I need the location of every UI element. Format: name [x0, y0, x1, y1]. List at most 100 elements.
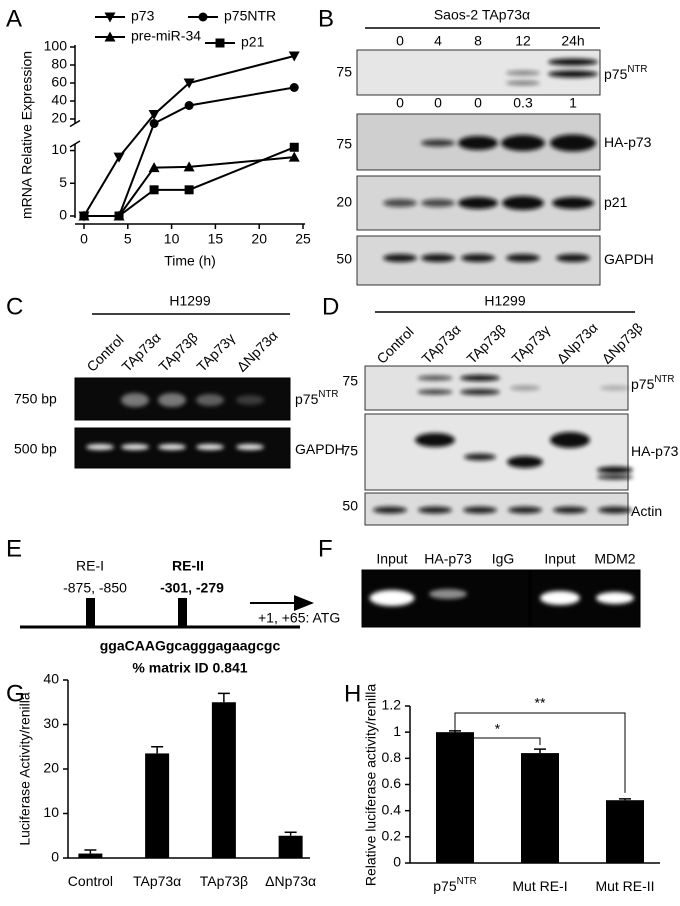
error-bar [151, 746, 164, 754]
panel-label: A [6, 5, 22, 32]
blot-d-membrane [364, 413, 629, 491]
y-tick-label: 40 [43, 671, 59, 687]
bar [211, 702, 236, 858]
response-element [86, 598, 95, 627]
lane-label: ΔNp73α [553, 319, 600, 366]
row-label-text: GAPDH [295, 441, 345, 457]
x-axis-title: Time (h) [164, 253, 216, 269]
y-tick-label: 20 [51, 110, 67, 126]
blot-title: Saos-2 TAp73α [434, 7, 530, 23]
legend-label: p21 [241, 34, 265, 50]
blot-d-band [597, 466, 633, 474]
y-tick-label: 60 [51, 74, 67, 90]
gel-c-band [236, 444, 264, 450]
lane-label: IgG [492, 551, 515, 567]
row-label-text: HA-p73 [604, 134, 652, 150]
y-tick-label: 10 [43, 804, 59, 820]
bar [436, 732, 474, 863]
x-tick-label: 20 [251, 231, 267, 247]
panel-label: D [322, 293, 339, 320]
panel-label: H [344, 680, 361, 707]
blot-d-band [463, 506, 497, 514]
blot-b-band [506, 81, 540, 85]
lane-label: Control [373, 324, 416, 367]
lane-label: TAp73β [463, 321, 508, 366]
size-marker: 75 [342, 443, 358, 459]
x-tick-label-text: TAp73α [133, 873, 181, 889]
x-tick-label-text: TAp73β [200, 873, 248, 889]
blot-b-band [383, 254, 417, 262]
row-label-sup: NTR [627, 64, 647, 75]
x-tick-label: Mut RE-II [595, 878, 654, 894]
gel-c-band [196, 444, 224, 450]
blot-b-band [502, 196, 544, 210]
gel-title: H1299 [169, 293, 210, 309]
panel-label: F [318, 535, 333, 562]
marker [79, 211, 89, 221]
gel-f-band [540, 591, 580, 605]
bar [606, 800, 644, 863]
panel-label: B [318, 5, 334, 32]
row-label: HA-p73 [604, 134, 652, 150]
blot-d-band [418, 506, 452, 514]
blot-b-band [506, 70, 540, 76]
lane-label: 24h [561, 33, 584, 49]
marker [104, 31, 116, 42]
marker [149, 119, 159, 128]
blot-b-band [421, 139, 455, 147]
lane-label: TAp73α [118, 329, 163, 374]
blot-b-band [506, 254, 540, 262]
size-marker: 20 [336, 194, 352, 210]
row-label: p75NTR [604, 64, 648, 82]
y-tick-label: 80 [51, 56, 67, 72]
response-element [178, 598, 187, 627]
marker [114, 211, 124, 221]
quantification: 0 [396, 95, 404, 111]
x-tick-label: 25 [295, 231, 311, 247]
y-tick-label: 5 [59, 174, 67, 190]
size-marker: 75 [336, 136, 352, 152]
lane-label: ΔNp73α [233, 327, 280, 374]
x-tick-label-text: p75 [433, 878, 457, 894]
blot-b-band [458, 197, 498, 209]
start-label: +1, +65: ATG [258, 610, 340, 626]
sequence: ggaCAAGgcagggagaagcgc [100, 638, 281, 654]
blot-b-band [421, 199, 455, 207]
x-tick-label: 15 [208, 231, 224, 247]
marker [148, 110, 160, 120]
error-bar [217, 692, 230, 703]
size-marker: 750 bp [14, 391, 57, 407]
marker [149, 185, 159, 195]
y-tick-label: 0 [51, 849, 59, 865]
blot-d-band [415, 433, 455, 447]
blot-b-band [421, 254, 455, 262]
panel-label: C [6, 293, 23, 320]
blot-d-band [550, 432, 590, 448]
significance-bracket [454, 728, 541, 746]
x-tick-label-text: Mut RE-I [512, 878, 567, 894]
marker [104, 12, 116, 23]
element-label: RE-II [172, 558, 204, 574]
gel-f-band [369, 590, 415, 606]
lane-label: 4 [434, 33, 442, 49]
gel-c-band [86, 444, 114, 450]
marker [289, 83, 299, 92]
blot-d-band [417, 389, 453, 395]
lane-label: MDM2 [594, 551, 635, 567]
quantification: 0 [474, 95, 482, 111]
x-tick-label-text: Mut RE-II [595, 878, 654, 894]
error-bar [84, 849, 97, 854]
lane-label: 8 [474, 33, 482, 49]
gel-c-band [196, 394, 224, 406]
row-label-text: Actin [631, 503, 662, 519]
y-tick-label: 30 [43, 715, 59, 731]
y-tick-label: 0.2 [382, 828, 402, 844]
y-axis-title: Luciferase Activity/renilla [17, 692, 33, 846]
y-tick-label: 0.6 [382, 775, 402, 791]
blot-b-band [458, 136, 498, 150]
y-tick-label: 0.4 [382, 801, 402, 817]
significance-label: ** [535, 695, 546, 711]
gel-c-band [158, 393, 186, 407]
quantification: 1 [569, 95, 577, 111]
legend-label: pre-miR-34 [131, 28, 201, 44]
